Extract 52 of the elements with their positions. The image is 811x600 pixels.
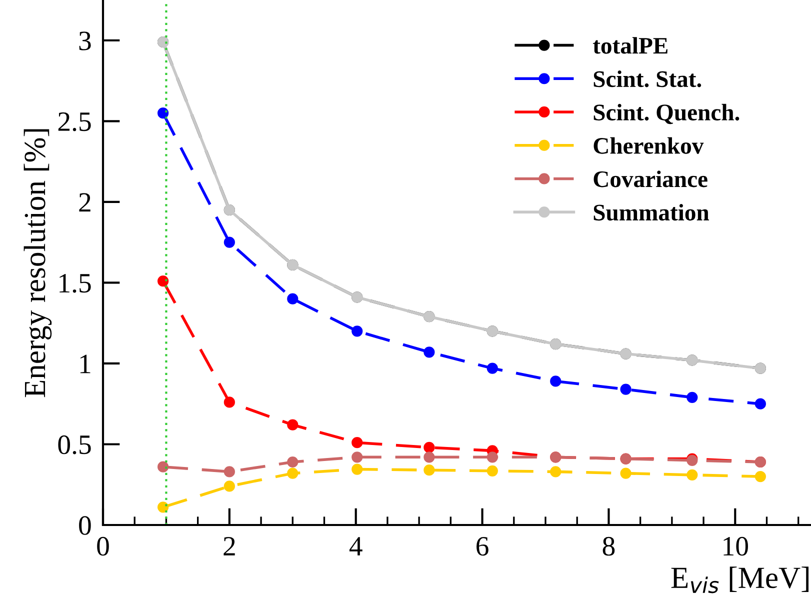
point — [352, 452, 363, 463]
y-tick-label: 1 — [80, 354, 90, 374]
point — [424, 346, 435, 358]
point — [287, 293, 298, 304]
point — [754, 470, 766, 482]
y-tick-label: 0.5 — [58, 435, 91, 454]
y-axis-title: Energy resolution [%] — [24, 129, 52, 398]
point — [686, 469, 698, 480]
x-tick-label: 8 — [602, 536, 615, 556]
point — [620, 384, 632, 395]
point — [424, 464, 435, 476]
point — [352, 437, 363, 448]
point — [224, 480, 235, 492]
point — [158, 108, 169, 119]
point — [287, 468, 298, 479]
point — [686, 392, 698, 403]
point — [287, 456, 298, 468]
point — [224, 396, 235, 408]
point — [224, 236, 235, 248]
point — [486, 452, 498, 463]
point — [158, 502, 169, 513]
x-tick-label: 6 — [476, 536, 488, 556]
y-tick-label: 2.5 — [58, 112, 91, 132]
point — [620, 468, 632, 479]
x-tick-label: 10 — [724, 536, 748, 556]
y-tick-label: 2 — [79, 193, 90, 212]
point — [486, 362, 498, 374]
point — [424, 452, 435, 463]
point — [352, 464, 363, 475]
point — [550, 376, 562, 387]
point — [158, 461, 169, 472]
y-tick-label: 3 — [79, 32, 91, 50]
legend-label: Summation — [594, 204, 710, 221]
point — [550, 466, 562, 478]
point — [424, 442, 435, 454]
point — [287, 419, 298, 430]
x-tick-label: 0 — [97, 536, 109, 556]
legend-label: Cherenkov — [594, 137, 704, 154]
legend-label: Scint. Quench. — [594, 104, 740, 124]
y-tick-label: 1.5 — [60, 274, 91, 293]
legend-label: totalPE — [592, 37, 668, 54]
y-tick-label: 0 — [79, 516, 91, 535]
legend-label: Covariance — [594, 170, 708, 188]
point — [754, 398, 766, 410]
legend-label: Scint. Stat. — [594, 70, 702, 88]
point — [224, 466, 235, 478]
x-axis-title: E$_{vis}$ [MeV] — [671, 566, 808, 594]
point — [486, 465, 498, 476]
point — [158, 276, 169, 287]
point — [352, 326, 363, 337]
x-tick-label: 4 — [349, 537, 362, 556]
x-tick-label: 2 — [224, 536, 235, 556]
